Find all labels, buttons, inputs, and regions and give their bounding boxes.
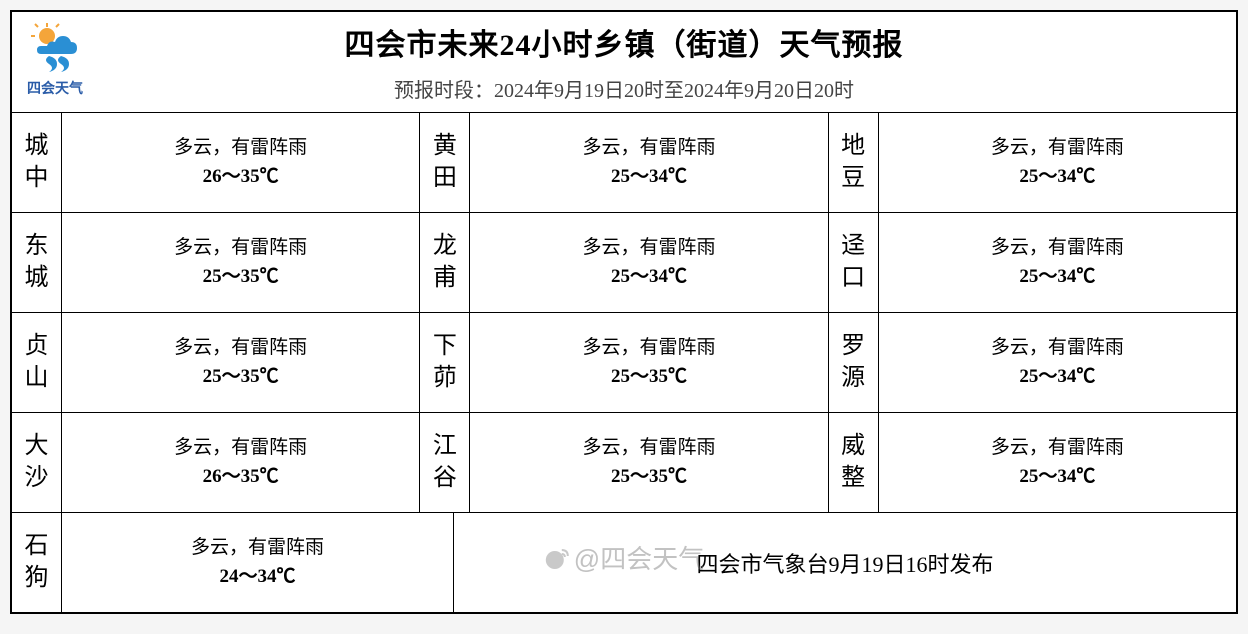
town-weather: 多云，有雷阵雨25～34℃ (879, 413, 1236, 512)
table-row: 城中 多云，有雷阵雨26～35℃ 黄田 多云，有雷阵雨25～34℃ 地豆 多云，… (12, 112, 1236, 212)
weather-logo-icon (27, 20, 83, 76)
town-weather: 多云，有雷阵雨25～35℃ (470, 313, 828, 412)
town-name: 地豆 (829, 113, 879, 212)
logo-text: 四会天气 (20, 78, 90, 98)
town-weather: 多云，有雷阵雨25～34℃ (879, 313, 1236, 412)
table-row: 东城 多云，有雷阵雨25～35℃ 龙甫 多云，有雷阵雨25～34℃ 迳口 多云，… (12, 212, 1236, 312)
table-row: 石狗 多云，有雷阵雨24～34℃ 四会市气象台9月19日16时发布 (12, 512, 1236, 612)
town-name: 贞山 (12, 313, 62, 412)
town-name: 城中 (12, 113, 62, 212)
forecast-period: 预报时段：2024年9月19日20时至2024年9月20日20时 (12, 74, 1236, 103)
publish-text: 四会市气象台9月19日16时发布 (696, 547, 993, 579)
forecast-grid: 城中 多云，有雷阵雨26～35℃ 黄田 多云，有雷阵雨25～34℃ 地豆 多云，… (12, 112, 1236, 612)
page-title: 四会市未来24小时乡镇（街道）天气预报 (12, 20, 1236, 64)
town-weather: 多云，有雷阵雨25～35℃ (470, 413, 828, 512)
header: 四会市未来24小时乡镇（街道）天气预报 预报时段：2024年9月19日20时至2… (12, 12, 1236, 103)
town-weather: 多云，有雷阵雨25～34℃ (470, 113, 828, 212)
forecast-table: 四会天气 四会市未来24小时乡镇（街道）天气预报 预报时段：2024年9月19日… (10, 10, 1238, 614)
town-name: 石狗 (12, 513, 62, 612)
town-name: 威整 (829, 413, 879, 512)
town-name: 龙甫 (420, 213, 470, 312)
table-row: 贞山 多云，有雷阵雨25～35℃ 下茆 多云，有雷阵雨25～35℃ 罗源 多云，… (12, 312, 1236, 412)
town-name: 江谷 (420, 413, 470, 512)
town-weather: 多云，有雷阵雨25～35℃ (62, 213, 420, 312)
table-row: 大沙 多云，有雷阵雨26～35℃ 江谷 多云，有雷阵雨25～35℃ 威整 多云，… (12, 412, 1236, 512)
town-weather: 多云，有雷阵雨26～35℃ (62, 413, 420, 512)
town-weather: 多云，有雷阵雨25～34℃ (879, 113, 1236, 212)
town-name: 大沙 (12, 413, 62, 512)
town-weather: 多云，有雷阵雨25～35℃ (62, 313, 420, 412)
publish-info: 四会市气象台9月19日16时发布 (454, 513, 1236, 612)
town-name: 罗源 (829, 313, 879, 412)
logo: 四会天气 (20, 20, 90, 98)
town-weather: 多云，有雷阵雨26～35℃ (62, 113, 420, 212)
town-weather: 多云，有雷阵雨25～34℃ (879, 213, 1236, 312)
town-name: 下茆 (420, 313, 470, 412)
town-weather: 多云，有雷阵雨25～34℃ (470, 213, 828, 312)
town-name: 黄田 (420, 113, 470, 212)
town-weather: 多云，有雷阵雨24～34℃ (62, 513, 454, 612)
town-name: 迳口 (829, 213, 879, 312)
town-name: 东城 (12, 213, 62, 312)
